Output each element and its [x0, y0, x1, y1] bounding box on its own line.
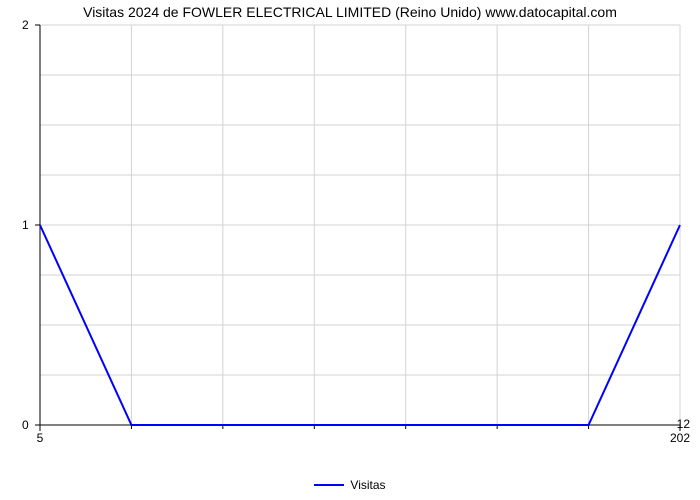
- legend-swatch: [314, 484, 344, 486]
- y-tick-1: 1: [22, 218, 29, 232]
- x-tick-right-bottom: 202: [670, 431, 690, 445]
- legend-label: Visitas: [350, 478, 385, 492]
- chart-svg: [40, 25, 680, 425]
- x-tick-right-top: 12: [677, 417, 690, 431]
- x-tick-right: 12 202: [670, 417, 690, 445]
- y-tick-2: 2: [22, 18, 29, 32]
- chart-title: Visitas 2024 de FOWLER ELECTRICAL LIMITE…: [0, 4, 700, 20]
- y-tick-0: 0: [22, 418, 29, 432]
- x-tick-left: 5: [37, 431, 44, 445]
- chart-plot-area: [40, 25, 680, 425]
- legend: Visitas: [0, 478, 700, 492]
